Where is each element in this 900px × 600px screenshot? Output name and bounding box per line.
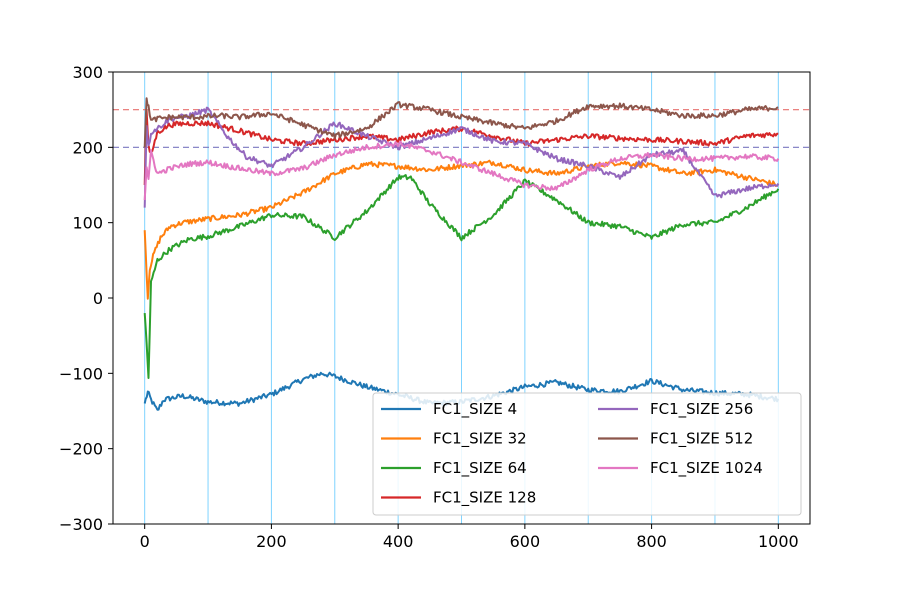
y-tick-label: −200 <box>59 440 103 459</box>
x-tick-label: 0 <box>140 532 150 551</box>
legend-label: FC1_SIZE 32 <box>433 430 527 449</box>
y-axis: −300 −200 −100 0 100 200 300 <box>59 63 113 534</box>
x-tick-label: 200 <box>256 532 287 551</box>
series-line-6 <box>143 97 779 148</box>
x-tick-label: 800 <box>636 532 667 551</box>
series-line-4 <box>143 109 779 186</box>
series-line-2 <box>143 159 779 300</box>
series-line-5 <box>143 106 780 208</box>
y-tick-label: −100 <box>59 364 103 383</box>
legend-label: FC1_SIZE 1024 <box>650 459 763 478</box>
legend-item: FC1_SIZE 512 <box>598 430 753 449</box>
legend-item: FC1_SIZE 1024 <box>598 459 763 478</box>
legend-item: FC1_SIZE 256 <box>598 400 753 419</box>
series-line-3 <box>143 174 780 379</box>
legend-box <box>372 392 802 516</box>
legend-label: FC1_SIZE 64 <box>433 459 527 478</box>
horizontal-reference-lines <box>113 109 810 148</box>
legend-label: FC1_SIZE 4 <box>433 400 517 419</box>
y-tick-label: 300 <box>72 63 103 82</box>
y-tick-label: 100 <box>72 214 103 233</box>
x-tick-label: 600 <box>510 532 541 551</box>
series-lines <box>143 97 780 411</box>
x-axis: 0 200 400 600 800 1000 <box>140 524 799 551</box>
y-tick-label: 0 <box>93 289 103 308</box>
y-tick-label: −300 <box>59 515 103 534</box>
legend-label: FC1_SIZE 128 <box>433 489 536 508</box>
series-line-7 <box>143 140 780 201</box>
x-tick-label: 1000 <box>758 532 799 551</box>
legend: FC1_SIZE 4 FC1_SIZE 32 FC1_SIZE 64 FC1_SIZE… <box>372 392 802 516</box>
y-tick-label: 200 <box>72 138 103 157</box>
legend-label: FC1_SIZE 512 <box>650 430 753 449</box>
legend-item: FC1_SIZE 64 <box>381 459 527 478</box>
legend-item: FC1_SIZE 32 <box>381 430 527 449</box>
legend-item: FC1_SIZE 4 <box>381 400 517 419</box>
legend-label: FC1_SIZE 256 <box>650 400 753 419</box>
legend-item: FC1_SIZE 128 <box>381 489 536 508</box>
x-tick-label: 400 <box>383 532 414 551</box>
